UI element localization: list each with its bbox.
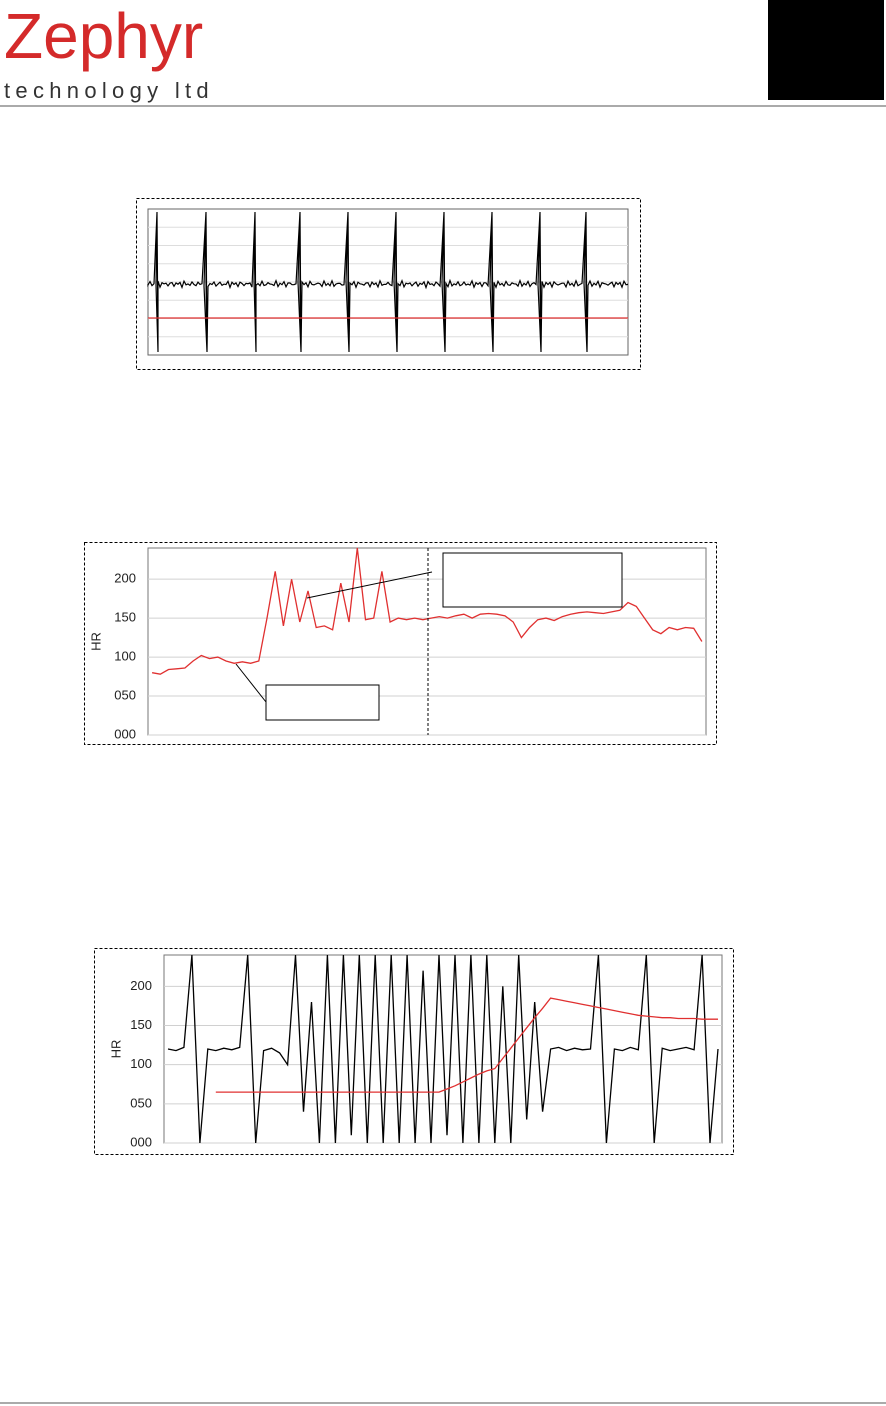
callout-leader bbox=[306, 571, 433, 599]
tagline: technology ltd bbox=[4, 78, 214, 103]
y-tick-label: 200 bbox=[130, 978, 152, 993]
y-tick-label: 000 bbox=[114, 726, 136, 741]
series-line bbox=[151, 547, 703, 675]
series-line bbox=[215, 997, 718, 1093]
y-tick-label: 200 bbox=[114, 571, 136, 586]
callout-box bbox=[442, 552, 623, 608]
y-tick-label: 000 bbox=[130, 1134, 152, 1149]
y-tick-label: 100 bbox=[130, 1056, 152, 1071]
y-tick-label: 050 bbox=[130, 1095, 152, 1110]
figure-frame bbox=[94, 948, 734, 1155]
y-axis-label: HR bbox=[108, 1040, 123, 1059]
figure-frame bbox=[136, 198, 641, 370]
series-line bbox=[167, 954, 719, 1144]
brand: Zephyr bbox=[4, 0, 203, 72]
figure-frame bbox=[84, 542, 717, 745]
y-tick-label: 050 bbox=[114, 687, 136, 702]
callout-box bbox=[265, 684, 380, 721]
ecg-strip bbox=[147, 208, 629, 356]
y-axis-label: HR bbox=[88, 632, 103, 651]
callout-leader bbox=[235, 663, 267, 703]
y-tick-label: 100 bbox=[114, 649, 136, 664]
y-tick-label: 150 bbox=[114, 610, 136, 625]
ecg-trace bbox=[147, 211, 629, 353]
header-block bbox=[768, 0, 884, 100]
y-tick-label: 150 bbox=[130, 1017, 152, 1032]
